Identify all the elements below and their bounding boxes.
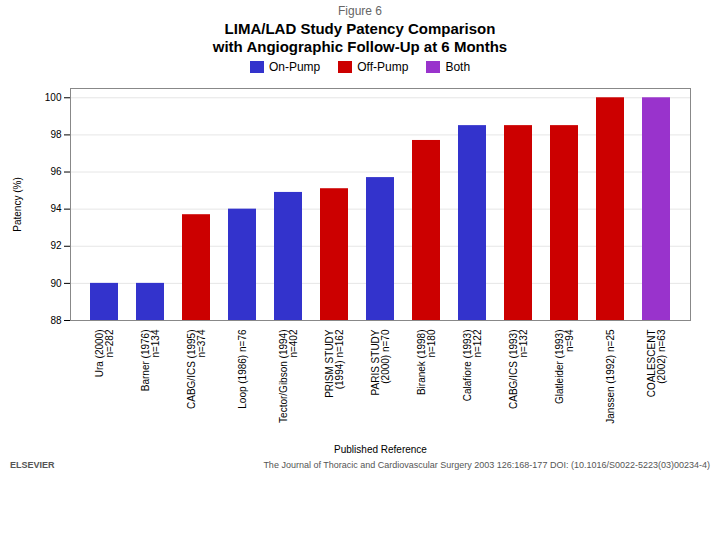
svg-text:Glatleider (1993)n=94: Glatleider (1993)n=94 xyxy=(554,329,575,404)
svg-text:94: 94 xyxy=(50,203,62,214)
svg-text:Tector/Gibson (1994)n=402: Tector/Gibson (1994)n=402 xyxy=(278,329,299,423)
svg-text:90: 90 xyxy=(50,278,62,289)
html-text:ELSEVIER: ELSEVIER xyxy=(10,460,55,470)
svg-text:100: 100 xyxy=(45,92,62,103)
svg-text:Calafiore (1993)n=122: Calafiore (1993)n=122 xyxy=(462,329,483,401)
svg-text:96: 96 xyxy=(50,166,62,177)
html-text:LIMA/LAD Study Patency Compari: LIMA/LAD Study Patency Comparison with A… xyxy=(212,20,508,55)
svg-text:Ura (2000)n=282: Ura (2000)n=282 xyxy=(94,329,115,377)
html-text:On-Pump: On-Pump xyxy=(268,60,321,74)
svg-text:88: 88 xyxy=(50,315,62,326)
svg-text:PARIS STUDY(2000) n=70: PARIS STUDY(2000) n=70 xyxy=(370,329,391,395)
svg-text:PRISM STUDY(1994) n=162: PRISM STUDY(1994) n=162 xyxy=(324,329,345,398)
html-text:Figure 6: Figure 6 xyxy=(338,4,382,18)
svg-text:COALESCENT(2002) n=63: COALESCENT(2002) n=63 xyxy=(646,329,667,397)
svg-text:Loop (1986) n=76: Loop (1986) n=76 xyxy=(237,329,248,409)
svg-text:98: 98 xyxy=(50,129,62,140)
svg-text:CABG/ICS (1993)n=132: CABG/ICS (1993)n=132 xyxy=(508,329,529,409)
svg-text:CABG/ICS (1995)n=374: CABG/ICS (1995)n=374 xyxy=(186,329,207,409)
html-text:Off-Pump: Off-Pump xyxy=(357,60,409,74)
svg-text:Patency (%): Patency (%) xyxy=(12,177,23,231)
svg-text:Biranek (1998)n=180: Biranek (1998)n=180 xyxy=(416,329,437,395)
html-text:The Journal of Thoracic and Ca: The Journal of Thoracic and Cardiovascul… xyxy=(263,460,710,470)
svg-text:Published Reference: Published Reference xyxy=(334,444,427,455)
svg-text:Janssen (1992) n=25: Janssen (1992) n=25 xyxy=(605,329,616,424)
svg-text:92: 92 xyxy=(50,240,62,251)
svg-text:Barner (1976)n=134: Barner (1976)n=134 xyxy=(140,329,161,391)
html-text:Both: Both xyxy=(445,60,471,74)
